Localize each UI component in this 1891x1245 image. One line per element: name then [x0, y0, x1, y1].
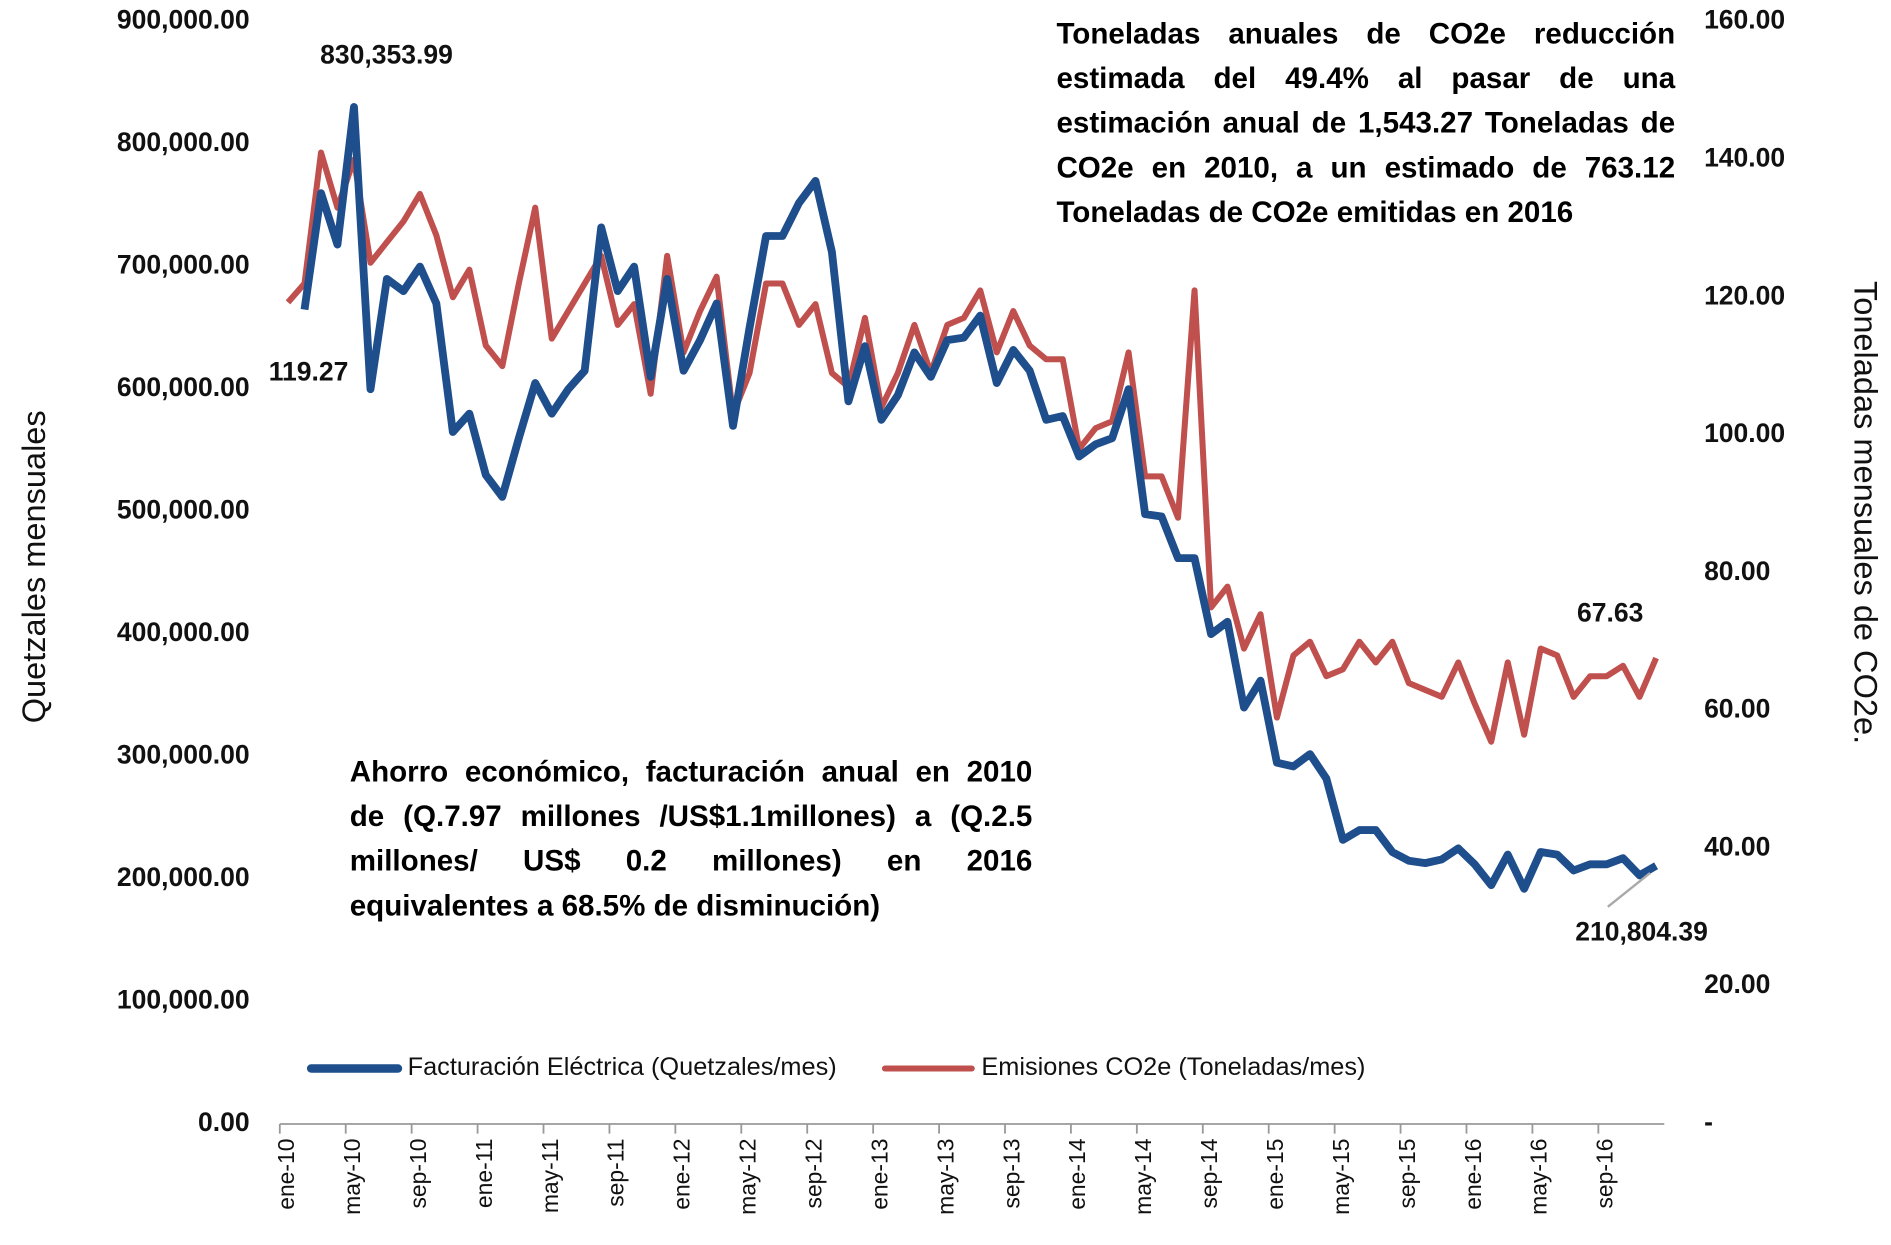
x-tick-label: may-16 — [1526, 1138, 1552, 1214]
y-tick-label: 200,000.00 — [117, 862, 250, 892]
y-tick-label: 600,000.00 — [117, 372, 250, 402]
y2-tick-label: 140.00 — [1704, 143, 1785, 173]
data-label: 119.27 — [269, 356, 349, 386]
y-tick-label: 400,000.00 — [117, 617, 250, 647]
x-tick-label: ene-15 — [1262, 1138, 1288, 1209]
legend-label: Emisiones CO2e (Toneladas/mes) — [981, 1053, 1365, 1081]
x-tick-label: sep-11 — [603, 1138, 629, 1206]
y-axis-label: Quetzales mensuales — [16, 410, 52, 723]
x-tick-label: ene-16 — [1460, 1138, 1486, 1209]
x-tick-label: may-10 — [339, 1138, 365, 1214]
x-tick-label: sep-14 — [1196, 1138, 1222, 1208]
data-label: 67.63 — [1577, 598, 1643, 628]
y2-tick-label: 100.00 — [1704, 418, 1785, 448]
x-tick-label: ene-11 — [471, 1138, 497, 1208]
annotation: Toneladas anuales de CO2e reducción esti… — [1056, 18, 1676, 230]
x-tick-label: sep-10 — [405, 1138, 431, 1208]
y2-tick-label: 40.00 — [1704, 831, 1770, 861]
y-tick-label: 800,000.00 — [117, 127, 250, 157]
x-tick-label: ene-10 — [273, 1138, 299, 1209]
y-tick-label: 300,000.00 — [117, 740, 250, 770]
x-tick-label: ene-12 — [669, 1138, 695, 1209]
y2-tick-label: 20.00 — [1704, 969, 1770, 999]
x-tick-label: ene-13 — [866, 1138, 892, 1209]
leader-line — [1607, 872, 1651, 908]
annotation: Ahorro económico, facturación anual en 2… — [349, 756, 1033, 923]
y2-tick-label: 120.00 — [1704, 280, 1785, 310]
series-line — [285, 149, 1659, 745]
x-tick-label: sep-15 — [1394, 1138, 1420, 1208]
x-tick-label: sep-12 — [801, 1138, 827, 1208]
y2-axis-label: Toneladas mensuales de CO2e. — [1848, 281, 1884, 744]
y-tick-label: 900,000.00 — [117, 5, 250, 35]
x-tick-label: sep-13 — [998, 1138, 1024, 1208]
series-line — [300, 103, 1659, 893]
x-tick-label: sep-16 — [1592, 1138, 1618, 1208]
legend-label: Facturación Eléctrica (Quetzales/mes) — [408, 1053, 837, 1081]
x-tick-label: may-15 — [1328, 1138, 1354, 1214]
data-label: 210,804.39 — [1575, 916, 1708, 946]
x-tick-label: ene-14 — [1064, 1138, 1090, 1210]
y2-tick-label: 60.00 — [1704, 694, 1770, 724]
y-tick-label: 500,000.00 — [117, 495, 250, 525]
x-tick-label: may-13 — [932, 1138, 958, 1214]
y2-tick-label: - — [1704, 1107, 1713, 1137]
x-tick-label: may-14 — [1130, 1138, 1156, 1215]
y-tick-label: 0.00 — [198, 1107, 250, 1137]
y-tick-label: 100,000.00 — [117, 985, 250, 1015]
x-tick-label: may-11 — [537, 1138, 563, 1213]
data-label: 830,353.99 — [320, 39, 453, 69]
y-tick-label: 700,000.00 — [117, 250, 250, 280]
y2-tick-label: 80.00 — [1704, 556, 1770, 586]
x-tick-label: may-12 — [735, 1138, 761, 1214]
y2-tick-label: 160.00 — [1704, 5, 1785, 35]
